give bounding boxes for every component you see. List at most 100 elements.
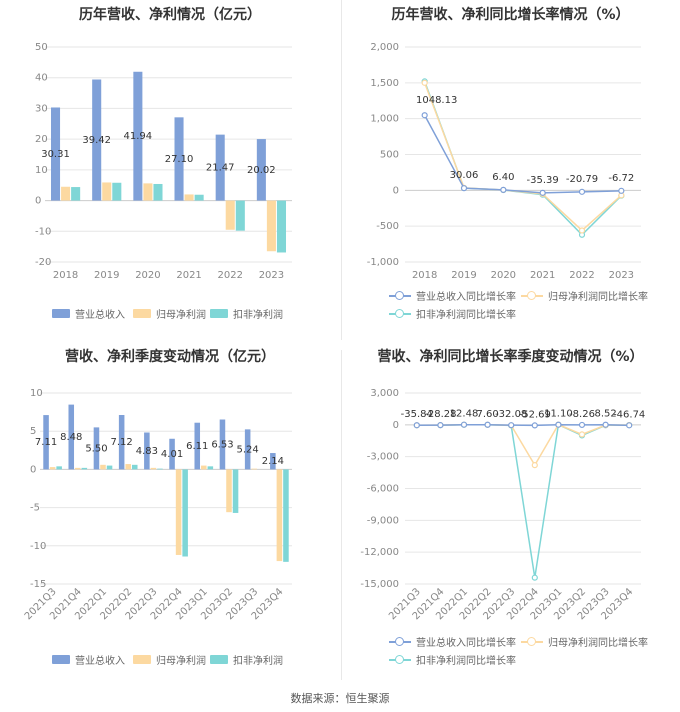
legend-revenue[interactable]: 营业总收入: [52, 306, 125, 321]
data-label: -6.72: [608, 173, 634, 184]
bar-parent-profit: [184, 194, 194, 201]
bar-deduct-profit: [235, 200, 245, 231]
data-point: [421, 79, 428, 86]
bar-revenue: [270, 453, 276, 470]
bar-revenue: [43, 415, 49, 470]
bar-revenue: [219, 419, 226, 470]
y-tick-label: -12,000: [360, 547, 399, 558]
legend-parent-profit[interactable]: 归母净利润: [133, 652, 206, 667]
bar-chart-quarterly: 1050-5-10-152021Q37.112021Q48.482022Q15.…: [23, 388, 292, 622]
bar-parent-profit: [49, 467, 56, 470]
series-line-deduct: [416, 423, 630, 578]
data-label: 5.24: [237, 444, 259, 455]
x-tick-label: 2021: [530, 270, 555, 281]
chart-annual-revenue-profit: 历年营收、净利情况（亿元） 50 40 30 20 10 0 -10 -20 2018 30.31…: [0, 0, 340, 340]
data-label: 21.47: [206, 163, 235, 174]
bar-deduct-profit: [276, 200, 287, 253]
bar-deduct-profit: [71, 187, 81, 201]
series-line-revenue: [424, 114, 622, 194]
x-tick-label: 2022: [569, 270, 594, 281]
data-point: [421, 112, 428, 119]
data-point: [578, 431, 586, 438]
legend-revenue-growth[interactable]: 营业总收入同比增长率: [389, 288, 516, 303]
y-tick-label: 0: [393, 185, 399, 196]
bar-parent-profit: [226, 469, 232, 513]
data-point: [484, 421, 491, 428]
x-tick-label: 2019: [451, 270, 476, 281]
chart-quarterly-revenue-profit: 营收、净利季度变动情况（亿元） 10 5 0 -5 -10 -15 2021Q3 7.11 20…: [0, 342, 340, 682]
bar-deduct-profit: [194, 194, 204, 201]
y-tick-label: 0: [35, 196, 41, 207]
data-label: 27.10: [165, 154, 194, 165]
bar-revenue: [244, 429, 251, 470]
legend-revenue[interactable]: 营业总收入: [52, 652, 125, 667]
data-label: 11.10: [544, 409, 573, 420]
bar-parent-profit: [102, 182, 112, 201]
data-point: [531, 422, 538, 429]
data-point: [500, 186, 507, 193]
data-label: 8.48: [60, 432, 82, 443]
data-label: 6.53: [211, 439, 233, 450]
data-point: [539, 189, 546, 196]
data-point: [531, 462, 538, 469]
legend-deduct-growth[interactable]: 扣非净利润同比增长率: [389, 652, 516, 667]
divider: [341, 350, 342, 680]
y-tick-label: -3,000: [367, 452, 399, 463]
y-tick-label: 0: [30, 464, 36, 475]
legend-deduct-profit[interactable]: 扣非净利润: [210, 306, 283, 321]
y-tick-label: -20: [35, 257, 51, 268]
data-label: 41.94: [124, 131, 153, 142]
chart-title: 历年营收、净利情况（亿元）: [79, 7, 261, 23]
data-label: -35.84: [401, 409, 433, 420]
chart-quarterly-growth: 营收、净利同比增长率季度变动情况（%） 3,000 0 -3,000 -6,000 -9…: [341, 342, 680, 682]
legend-parent-growth[interactable]: 归母净利润同比增长率: [521, 288, 648, 303]
bar-revenue: [118, 415, 125, 470]
y-tick-label: 1,000: [370, 114, 399, 125]
bar-parent-profit: [175, 469, 182, 555]
bar-parent-profit: [266, 200, 276, 252]
y-tick-label: -10: [35, 226, 51, 237]
data-label: 12.48: [450, 409, 479, 420]
y-tick-label: -9,000: [367, 515, 399, 526]
bar-revenue: [92, 79, 102, 201]
legend-deduct-profit[interactable]: 扣非净利润: [210, 652, 283, 667]
data-label: 30.31: [41, 149, 70, 160]
bar-deduct-profit: [207, 466, 214, 470]
x-tick-label: 2021: [176, 270, 201, 281]
bar-deduct-profit: [283, 469, 289, 562]
y-tick-label: 3,000: [370, 388, 399, 399]
data-point: [460, 421, 468, 428]
bar-deduct-profit: [56, 466, 62, 470]
x-tick-label: 2020: [491, 270, 516, 281]
bar-deduct-profit: [153, 183, 163, 201]
x-tick-label: 2018: [53, 270, 78, 281]
bar-revenue: [93, 427, 100, 470]
data-label: 8.52: [594, 409, 616, 420]
bar-parent-profit: [276, 469, 283, 562]
legend-deduct-growth[interactable]: 扣非净利润同比增长率: [389, 306, 516, 321]
bar-deduct-profit: [112, 182, 122, 201]
data-point: [413, 422, 420, 429]
legend-parent-profit[interactable]: 归母净利润: [133, 306, 206, 321]
bar-revenue: [50, 107, 61, 201]
y-tick-label: 1,500: [370, 78, 399, 89]
divider: [341, 0, 342, 340]
legend-revenue-growth[interactable]: 营业总收入同比增长率: [389, 634, 516, 649]
x-tick-label: 2020: [135, 270, 160, 281]
data-point: [578, 227, 586, 234]
chart-title: 营收、净利同比增长率季度变动情况（%）: [377, 349, 644, 365]
y-tick-label: -6,000: [367, 484, 399, 495]
data-label: 7.60: [476, 409, 498, 420]
x-tick-label: 2023: [259, 270, 284, 281]
legend-parent-growth[interactable]: 归母净利润同比增长率: [521, 634, 648, 649]
line-chart-annual-growth: 2,000 1,500 1,000 500 0 -500 -1,000 2018 2019 202…: [367, 42, 641, 281]
data-point: [531, 574, 538, 581]
bar-parent-profit: [225, 200, 235, 230]
data-label: 4.01: [161, 449, 183, 460]
bar-deduct-profit: [81, 467, 88, 470]
bar-revenue: [68, 404, 75, 470]
data-label: -52.69: [519, 409, 551, 420]
bar-parent-profit: [125, 464, 131, 470]
y-tick-label: 500: [380, 150, 399, 161]
data-label: 2.14: [262, 456, 284, 467]
